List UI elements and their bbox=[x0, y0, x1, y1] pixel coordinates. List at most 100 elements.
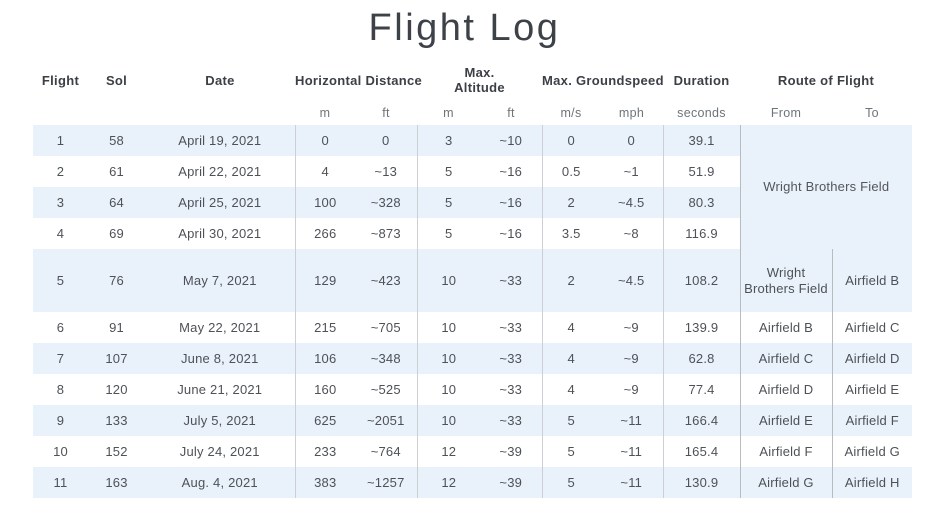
cell-flight: 8 bbox=[56, 381, 65, 397]
cell-gs-ms: 4 bbox=[541, 312, 600, 343]
cell-hd-ft: 0 bbox=[355, 125, 417, 156]
cell-gs-ms: 4 bbox=[541, 374, 600, 405]
cell-duration: 39.1 bbox=[662, 125, 741, 156]
cell-alt-m: 3 bbox=[416, 125, 480, 156]
cell-duration: 51.9 bbox=[662, 156, 741, 187]
cell-date: June 21, 2021 bbox=[177, 381, 263, 397]
cell-route-from: Airfield B bbox=[739, 312, 833, 343]
cell-gs-mph: ~8 bbox=[623, 225, 639, 241]
cell-hd-m: 106 bbox=[294, 343, 355, 374]
cell-hd-m: 160 bbox=[294, 374, 355, 405]
cell-gs-mph: ~11 bbox=[600, 405, 664, 436]
col-header-duration: Duration bbox=[673, 72, 730, 88]
col-header-max-groundspeed: Max. Groundspeed bbox=[542, 72, 664, 88]
cell-alt-ft: ~39 bbox=[499, 443, 523, 459]
col-header-route-of-flight: Route of Flight bbox=[777, 72, 875, 88]
cell-gs-ms: 2 bbox=[541, 249, 600, 312]
cell-hd-m: 4 bbox=[294, 156, 355, 187]
cell-hd-ft: ~705 bbox=[370, 319, 401, 335]
cell-gs-mph: ~11 bbox=[600, 467, 664, 498]
cell-duration: 139.9 bbox=[662, 312, 741, 343]
cell-sol: 120 bbox=[105, 381, 128, 397]
cell-alt-m: 12 bbox=[416, 467, 480, 498]
cell-route-to: Airfield F bbox=[831, 405, 913, 436]
cell-gs-mph: 0 bbox=[600, 125, 664, 156]
header-group-row: Flight Sol Date Horizontal Distance Max.… bbox=[33, 60, 912, 100]
cell-flight: 5 bbox=[33, 249, 88, 312]
cell-gs-ms: 5 bbox=[541, 436, 600, 467]
cell-date: June 8, 2021 bbox=[145, 343, 295, 374]
cell-route-from: Airfield F bbox=[739, 436, 833, 467]
cell-route-from: Airfield G bbox=[739, 467, 833, 498]
max-altitude-label: Max. Altitude bbox=[454, 65, 505, 95]
cell-alt-ft: ~33 bbox=[480, 343, 542, 374]
unit-spacer-flight bbox=[33, 100, 88, 125]
cell-date: May 22, 2021 bbox=[179, 319, 261, 335]
cell-alt-ft: ~33 bbox=[499, 319, 523, 335]
table-header: Flight Sol Date Horizontal Distance Max.… bbox=[33, 60, 912, 125]
cell-duration: 166.4 bbox=[662, 405, 741, 436]
cell-hd-m: 383 bbox=[294, 467, 355, 498]
cell-route-from: Wright Brothers Field bbox=[739, 249, 833, 312]
cell-gs-mph: ~11 bbox=[620, 443, 643, 459]
table-row-flight-10: 10 152 July 24, 2021 233 ~764 12 ~39 5 ~… bbox=[33, 436, 913, 467]
unit-header-gs-mph: mph bbox=[618, 105, 645, 120]
cell-date: July 5, 2021 bbox=[145, 405, 295, 436]
unit-header-seconds: seconds bbox=[677, 105, 726, 120]
col-header-horizontal-distance: Horizontal Distance bbox=[295, 72, 423, 88]
cell-flight: 4 bbox=[56, 225, 65, 241]
cell-hd-m: 100 bbox=[294, 187, 355, 218]
table-row-flight-11: 11 163 Aug. 4, 2021 383 ~1257 12 ~39 5 ~… bbox=[33, 467, 913, 498]
cell-gs-mph: ~4.5 bbox=[600, 187, 664, 218]
table-row-flight-2: 2 61 April 22, 2021 4 ~13 5 ~16 0.5 ~1 5… bbox=[33, 156, 912, 187]
cell-gs-mph: ~4.5 bbox=[600, 249, 664, 312]
flight-log-table: Flight Sol Date Horizontal Distance Max.… bbox=[33, 60, 913, 498]
cell-duration: 80.3 bbox=[662, 187, 741, 218]
table-row-flight-8: 8 120 June 21, 2021 160 ~525 10 ~33 4 ~9… bbox=[33, 374, 913, 405]
cell-alt-m: 10 bbox=[416, 374, 480, 405]
table-row-flight-3: 3 64 April 25, 2021 100 ~328 5 ~16 2 ~4.… bbox=[33, 187, 912, 218]
table-row-flight-1: 1 58 April 19, 2021 0 0 3 ~10 0 0 39.1 W… bbox=[33, 125, 913, 249]
cell-gs-mph: ~9 bbox=[600, 343, 664, 374]
cell-alt-ft: ~33 bbox=[480, 249, 542, 312]
page-title: Flight Log bbox=[368, 7, 561, 49]
cell-route-to: Airfield E bbox=[831, 374, 913, 405]
cell-gs-ms: 0.5 bbox=[541, 156, 600, 187]
header-unit-row: m ft m ft m/s mph seconds From To bbox=[33, 100, 912, 125]
cell-gs-mph: ~9 bbox=[623, 319, 639, 335]
cell-alt-ft: ~39 bbox=[480, 467, 542, 498]
cell-duration: 77.4 bbox=[662, 374, 741, 405]
cell-hd-ft: ~13 bbox=[374, 163, 398, 179]
table-row-flight-7: 7 107 June 8, 2021 106 ~348 10 ~33 4 ~9 … bbox=[33, 343, 913, 374]
cell-route-from: Airfield D bbox=[739, 374, 833, 405]
unit-spacer-date bbox=[145, 100, 295, 125]
cell-gs-ms: 5 bbox=[541, 467, 600, 498]
cell-alt-ft: ~10 bbox=[480, 125, 542, 156]
cell-hd-ft: ~873 bbox=[370, 225, 401, 241]
cell-date: April 22, 2021 bbox=[178, 163, 262, 179]
cell-date: April 30, 2021 bbox=[178, 225, 262, 241]
cell-route-to: Airfield G bbox=[831, 436, 913, 467]
cell-date: July 24, 2021 bbox=[179, 443, 260, 459]
cell-hd-m: 129 bbox=[294, 249, 355, 312]
cell-date: April 25, 2021 bbox=[145, 187, 295, 218]
cell-gs-ms: 0 bbox=[541, 125, 600, 156]
cell-alt-ft: ~33 bbox=[499, 381, 523, 397]
cell-route-to: Airfield B bbox=[831, 249, 913, 312]
cell-hd-ft: ~764 bbox=[370, 443, 401, 459]
unit-header-alt-m: m bbox=[443, 105, 454, 120]
cell-gs-ms: 2 bbox=[541, 187, 600, 218]
table-row-flight-6: 6 91 May 22, 2021 215 ~705 10 ~33 4 ~9 1… bbox=[33, 312, 913, 343]
cell-alt-m: 5 bbox=[416, 218, 480, 249]
col-header-sol: Sol bbox=[105, 72, 128, 88]
cell-flight: 1 bbox=[33, 125, 88, 156]
cell-flight: 3 bbox=[33, 187, 88, 218]
unit-header-hd-ft: ft bbox=[382, 105, 390, 120]
cell-alt-ft: ~16 bbox=[480, 187, 542, 218]
cell-hd-ft: ~1257 bbox=[355, 467, 417, 498]
table-row-flight-9: 9 133 July 5, 2021 625 ~2051 10 ~33 5 ~1… bbox=[33, 405, 913, 436]
cell-duration: 165.4 bbox=[662, 436, 741, 467]
cell-hd-m: 233 bbox=[294, 436, 355, 467]
cell-route-to: Airfield C bbox=[831, 312, 913, 343]
cell-hd-m: 0 bbox=[294, 125, 355, 156]
